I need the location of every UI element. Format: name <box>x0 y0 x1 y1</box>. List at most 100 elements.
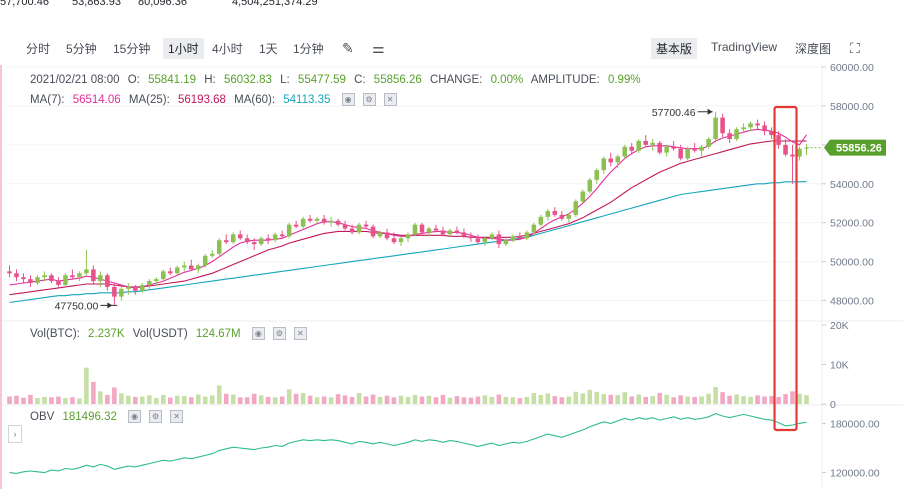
volume-bar <box>391 397 397 404</box>
volume-bar <box>237 397 243 404</box>
pencil-icon[interactable]: ✎ <box>342 40 354 56</box>
candle-body <box>140 284 145 291</box>
candle-body <box>154 279 159 282</box>
indicator-settings-icon[interactable]: ⚌ <box>372 40 385 56</box>
settings-icon[interactable]: ⚙ <box>272 327 286 340</box>
candle-body <box>209 253 215 256</box>
volume-bar <box>489 396 495 404</box>
settings-icon[interactable]: ⚙ <box>149 410 163 423</box>
tab-timeframe-4h[interactable]: 4小时 <box>212 42 243 56</box>
candle-body <box>734 129 739 140</box>
tab-tradingview[interactable]: TradingView <box>711 40 778 54</box>
candle-body <box>545 211 551 217</box>
candle-body <box>671 146 676 149</box>
candle-body <box>175 267 180 274</box>
volume-bar <box>328 397 334 404</box>
vol-usdt-value: 124.67M <box>195 327 241 340</box>
candle-body <box>349 228 355 233</box>
candle-body <box>216 240 222 254</box>
eye-icon[interactable]: ◉ <box>128 410 142 423</box>
volume-bar <box>223 393 229 404</box>
eye-icon[interactable]: ◉ <box>251 327 265 340</box>
eye-icon[interactable]: ◉ <box>341 93 355 106</box>
candle-body <box>664 146 669 153</box>
candle-body <box>405 234 411 239</box>
low-annotation: 47750.00 <box>55 300 99 312</box>
volume-bar <box>91 381 96 404</box>
volume-bar <box>503 396 509 404</box>
tab-timeframe-5m[interactable]: 5分钟 <box>66 42 97 56</box>
volume-bar <box>300 392 306 404</box>
volume-bar <box>713 387 718 404</box>
volume-bar <box>552 396 558 404</box>
candle-body <box>783 144 788 155</box>
candle-body <box>713 117 718 140</box>
volume-legend: Vol(BTC): 2.237K Vol(USDT) 124.67M ◉ ⚙ ✕ <box>30 327 312 340</box>
candle-body <box>524 232 530 239</box>
ohlc-date: 2021/02/21 08:00 <box>30 74 120 86</box>
volume-bar <box>587 389 593 404</box>
volume-tick-label: 10K <box>830 360 849 372</box>
tab-timeframe-1h[interactable]: 1小时 <box>163 38 204 59</box>
candle-body <box>42 275 47 278</box>
candle-body <box>91 269 96 282</box>
volume-bar <box>98 391 103 404</box>
volume-bar <box>594 391 600 404</box>
volume-bar <box>706 393 711 404</box>
candle-body <box>790 154 795 157</box>
collapse-panel-button[interactable]: › <box>8 425 22 443</box>
candle-body <box>63 275 68 285</box>
candle-body <box>580 191 586 202</box>
volume-bar <box>776 396 781 404</box>
volume-bar <box>77 398 82 404</box>
candle-body <box>56 281 61 285</box>
volume-tick-label: 20K <box>830 320 849 332</box>
volume-bar <box>657 392 662 404</box>
volume-bar <box>161 394 166 404</box>
tab-timeframe-line[interactable]: 分时 <box>26 42 51 56</box>
volume-bar <box>147 395 152 404</box>
candle-body <box>741 127 746 130</box>
vol-usdt-label: Vol(USDT) <box>132 327 188 340</box>
settings-icon[interactable]: ⚙ <box>362 93 376 106</box>
candle-body <box>475 238 481 243</box>
candle-body <box>412 224 418 235</box>
high-annotation: 57700.46 <box>652 107 696 119</box>
ma60-label: MA(60): <box>234 93 276 106</box>
candle-body <box>461 232 467 237</box>
fullscreen-icon[interactable]: ⛶ <box>850 40 860 56</box>
close-icon[interactable]: ✕ <box>383 93 397 106</box>
volume-bar <box>629 396 634 404</box>
ma-legend: MA(7): 56514.06 MA(25): 56193.68 MA(60):… <box>30 93 402 106</box>
timeframe-more-dropdown[interactable]: 1分钟 <box>293 42 324 56</box>
close-label: C: <box>354 74 366 86</box>
candle-body <box>769 131 774 136</box>
volume-bar <box>559 397 565 404</box>
candle-body <box>559 214 565 219</box>
tab-timeframe-1d[interactable]: 1天 <box>259 42 278 56</box>
candle-body <box>391 238 397 243</box>
tab-depth-chart[interactable]: 深度图 <box>795 42 832 56</box>
high-marker-arrow <box>707 108 713 115</box>
stat-24h-low: 53,863.93 <box>72 0 121 8</box>
open-value: 55841.19 <box>148 74 197 86</box>
candle-body <box>692 148 697 151</box>
volume-bar <box>154 398 159 404</box>
last-price-tag: 55856.26 <box>836 143 882 155</box>
candle-body <box>377 232 383 237</box>
tab-timeframe-15m[interactable]: 15分钟 <box>113 42 151 56</box>
candle-body <box>776 135 781 145</box>
obv-label: OBV <box>30 410 55 423</box>
volume-bar <box>133 396 138 404</box>
close-icon[interactable]: ✕ <box>170 410 184 423</box>
volume-bar <box>664 394 669 404</box>
tab-basic-version[interactable]: 基本版 <box>651 38 698 59</box>
volume-bar <box>615 394 621 404</box>
close-icon[interactable]: ✕ <box>293 327 307 340</box>
candle-body <box>685 148 690 159</box>
obv-line <box>9 413 807 474</box>
candle-body <box>531 224 537 233</box>
volume-bar <box>524 396 530 404</box>
volume-bar <box>538 394 544 404</box>
candle-body <box>587 179 593 192</box>
